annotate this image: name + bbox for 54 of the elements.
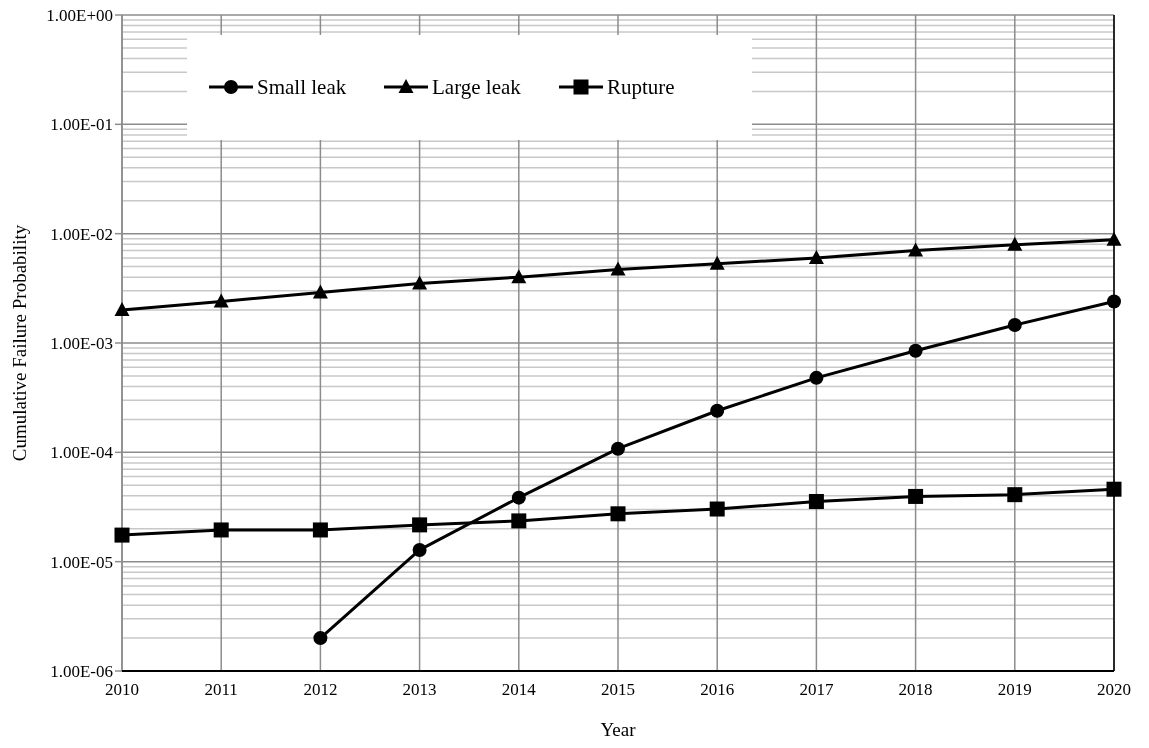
- x-tick-label: 2015: [601, 680, 635, 699]
- point: [611, 441, 625, 456]
- point: [908, 242, 924, 257]
- x-axis-title: Year: [600, 719, 637, 740]
- y-tick-label: 1.00E+00: [46, 6, 113, 25]
- x-tick-label: 2014: [501, 680, 537, 699]
- point: [114, 527, 130, 543]
- point: [908, 343, 923, 358]
- point: [511, 490, 526, 505]
- point: [709, 255, 725, 270]
- point: [709, 501, 725, 517]
- point: [1007, 487, 1023, 503]
- x-tick-label: 2013: [402, 680, 437, 699]
- point: [1007, 236, 1023, 251]
- x-tick-label: 2010: [105, 680, 139, 699]
- x-tick-label: 2016: [700, 680, 735, 699]
- point: [1107, 294, 1121, 309]
- point: [213, 293, 229, 308]
- point: [808, 494, 824, 510]
- y-tick-label: 1.00E-04: [50, 443, 114, 463]
- y-tick-label: 1.00E-03: [50, 334, 113, 353]
- legend-label: Rupture: [607, 75, 675, 99]
- x-tick-label: 2012: [303, 680, 338, 699]
- y-tick-label: 1.00E-01: [50, 115, 113, 135]
- point: [1106, 481, 1122, 497]
- point: [213, 522, 229, 538]
- point: [1007, 318, 1022, 333]
- point: [610, 506, 626, 522]
- point: [809, 370, 824, 385]
- y-tick-label: 1.00E-06: [50, 662, 113, 681]
- point: [412, 275, 428, 290]
- point: [1106, 231, 1122, 246]
- point: [312, 284, 328, 299]
- x-tick-label: 2019: [997, 680, 1032, 699]
- point: [610, 261, 626, 276]
- x-tick-label: 2011: [204, 680, 238, 699]
- y-tick-label: 1.00E-02: [50, 224, 113, 244]
- point: [511, 269, 527, 284]
- x-tick-label: 2020: [1097, 680, 1131, 699]
- x-tick-label: 2017: [799, 680, 834, 699]
- x-tick-label: 2018: [898, 680, 933, 699]
- y-axis-title: Cumulative Failure Probability: [9, 224, 30, 462]
- point: [412, 542, 427, 557]
- legend-label: Small leak: [257, 75, 347, 99]
- point: [808, 249, 824, 264]
- legend-label: Large leak: [432, 75, 522, 99]
- y-tick-label: 1.00E-05: [50, 552, 113, 572]
- point: [313, 631, 328, 646]
- point: [312, 522, 328, 538]
- point: [511, 513, 527, 529]
- point: [114, 302, 130, 317]
- point: [710, 403, 725, 418]
- point: [412, 517, 428, 533]
- point: [908, 488, 924, 504]
